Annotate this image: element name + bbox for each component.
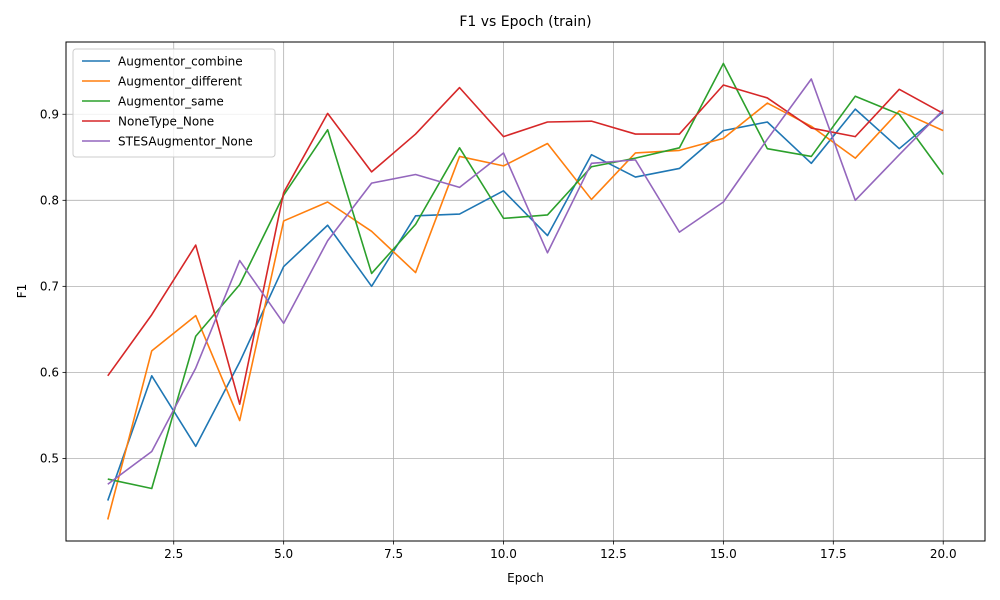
x-tick-label: 7.5: [384, 547, 403, 561]
legend-label: NoneType_None: [118, 115, 214, 129]
y-tick-label: 0.8: [40, 193, 59, 207]
legend-box: [72, 48, 276, 158]
x-tick-label: 15.0: [710, 547, 737, 561]
x-tick-label: 2.5: [164, 547, 183, 561]
chart-title: F1 vs Epoch (train): [459, 14, 591, 30]
series-line-nonetype-none: [107, 84, 944, 406]
legend-label: Augmentor_combine: [118, 55, 243, 69]
axis-ticks: 2.5 5.0 7.5 10.0 12.5 15.0 17.5 20.0 0.5 0.6 0.7 0.…: [40, 107, 957, 561]
x-tick-label: 5.0: [274, 547, 293, 561]
series-line-stesaugmentor-none: [107, 78, 944, 485]
x-tick-label: 17.5: [820, 547, 847, 561]
y-tick-label: 0.9: [40, 107, 59, 121]
legend-label: STESAugmentor_None: [118, 135, 253, 149]
x-tick-label: 20.0: [930, 547, 957, 561]
series-lines: [106, 62, 944, 520]
x-tick-label: 12.5: [600, 547, 627, 561]
series-line-augmentor-combine: [107, 108, 944, 501]
legend-label: Augmentor_different: [118, 75, 242, 89]
plot-frame: [65, 41, 986, 542]
y-tick-label: 0.5: [40, 451, 59, 465]
grid: [66, 42, 985, 541]
x-tick-label: 10.0: [490, 547, 517, 561]
y-tick-label: 0.6: [40, 365, 59, 379]
legend: Augmentor_combine Augmentor_different Augm…: [72, 48, 276, 158]
x-axis-title: Epoch: [507, 571, 544, 585]
y-axis-title: F1: [15, 284, 29, 299]
legend-label: Augmentor_same: [118, 95, 224, 109]
y-tick-label: 0.7: [40, 279, 59, 293]
